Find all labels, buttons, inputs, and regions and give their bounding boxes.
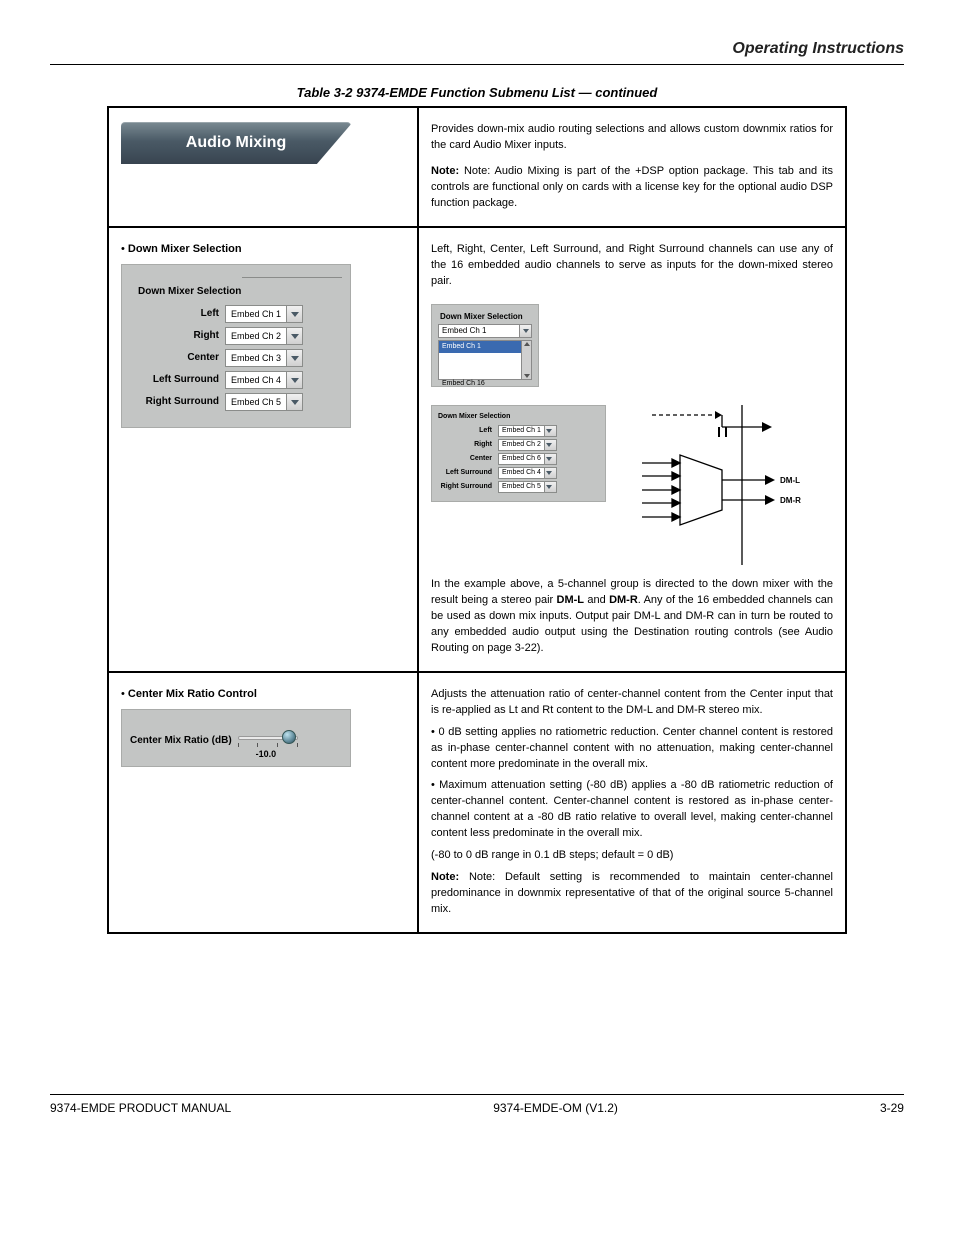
downmix-row: CenterEmbed Ch 3 [130,349,340,367]
embed-select[interactable]: Embed Ch 1 [225,305,303,323]
downmix-row: LeftEmbed Ch 1 [130,305,340,323]
chevron-down-icon [544,468,556,478]
row-label: Left Surround [438,468,498,478]
select-value: Embed Ch 1 [499,426,544,436]
footer-left: 9374-EMDE PRODUCT MANUAL [50,1101,231,1115]
embed-select[interactable]: Embed Ch 4 [498,467,557,479]
select-value: Embed Ch 2 [226,328,286,344]
downmix-row: Right SurroundEmbed Ch 5 [130,393,340,411]
downmixer-panel-main: Down Mixer Selection LeftEmbed Ch 1Right… [121,264,351,429]
select-value: Embed Ch 5 [499,482,544,492]
downmix-row: Left SurroundEmbed Ch 4 [438,467,599,479]
downmix-diagram: DM-L DM-R [612,405,752,565]
chevron-down-icon [286,306,302,322]
rule-top [50,64,904,65]
chevron-down-icon [519,325,531,337]
row2-description: Left, Right, Center, Left Surround, and … [418,227,846,672]
row-label: Left [438,426,498,436]
row-label: Left [130,307,225,322]
downmixer-panel-dropdown: Down Mixer Selection Embed Ch 1 Embed Ch… [431,304,539,388]
row-label: Center [438,454,498,464]
downmix-row: RightEmbed Ch 2 [130,327,340,345]
footer: 9374-EMDE PRODUCT MANUAL 9374-EMDE-OM (V… [50,1101,904,1115]
embed-select[interactable]: Embed Ch 4 [225,371,303,389]
svg-text:DM-R: DM-R [780,496,801,505]
downmix-row: Right SurroundEmbed Ch 5 [438,481,599,493]
chevron-down-icon [544,440,556,450]
embed-select[interactable]: Embed Ch 1 [438,324,532,338]
select-value: Embed Ch 3 [226,350,286,366]
downmix-row: LeftEmbed Ch 1 [438,425,599,437]
chevron-down-icon [544,426,556,436]
row-label: Right [438,440,498,450]
chevron-down-icon [286,394,302,410]
downmixer-panel-example: Down Mixer Selection LeftEmbed Ch 1Right… [431,405,606,502]
center-mix-slider-panel: Center Mix Ratio (dB) -10.0 [121,709,351,767]
row-label: Right Surround [438,482,498,492]
chevron-down-icon [286,328,302,344]
row-label: Left Surround [130,373,225,388]
chevron-down-icon [286,350,302,366]
chevron-down-icon [544,454,556,464]
select-value: Embed Ch 4 [499,468,544,478]
slider-thumb[interactable] [282,730,296,744]
embed-select[interactable]: Embed Ch 2 [498,439,557,451]
embed-select[interactable]: Embed Ch 5 [225,393,303,411]
select-value: Embed Ch 4 [226,372,286,388]
panel-title: Down Mixer Selection [130,279,340,300]
row-label: Right [130,329,225,344]
scrollbar[interactable] [521,341,531,379]
center-mix-slider[interactable]: -10.0 [238,728,298,756]
tab-label: Audio Mixing [186,131,286,154]
main-table: Audio Mixing Provides down-mix audio rou… [107,106,847,934]
table-caption: Table 3-2 9374-EMDE Function Submenu Lis… [50,85,904,100]
svg-text:DM-L: DM-L [780,476,800,485]
embed-select[interactable]: Embed Ch 5 [498,481,557,493]
row-label: Right Surround [130,395,225,410]
slider-label: Center Mix Ratio (dB) [130,734,232,749]
slider-value: -10.0 [256,748,277,761]
header-right: Operating Instructions [50,40,904,58]
footer-right: 3-29 [880,1101,904,1115]
row3-description: Adjusts the attenuation ratio of center-… [418,672,846,933]
row-label: Center [130,351,225,366]
downmix-row: Left SurroundEmbed Ch 4 [130,371,340,389]
embed-listbox[interactable]: Embed Ch 1 Embed Ch 16 [438,340,532,380]
select-value: Embed Ch 2 [499,440,544,450]
embed-select[interactable]: Embed Ch 6 [498,453,557,465]
chevron-down-icon [286,372,302,388]
chevron-down-icon [544,482,556,492]
select-value: Embed Ch 6 [499,454,544,464]
downmix-row: CenterEmbed Ch 6 [438,453,599,465]
row1-description: Provides down-mix audio routing selectio… [418,107,846,227]
embed-select[interactable]: Embed Ch 3 [225,349,303,367]
select-value: Embed Ch 1 [226,306,286,322]
footer-mid: 9374-EMDE-OM (V1.2) [493,1101,618,1115]
embed-select[interactable]: Embed Ch 2 [225,327,303,345]
select-value: Embed Ch 5 [226,394,286,410]
downmix-row: RightEmbed Ch 2 [438,439,599,451]
audio-mixing-tab[interactable]: Audio Mixing [121,122,351,164]
embed-select[interactable]: Embed Ch 1 [498,425,557,437]
rule-bottom [50,1094,904,1095]
